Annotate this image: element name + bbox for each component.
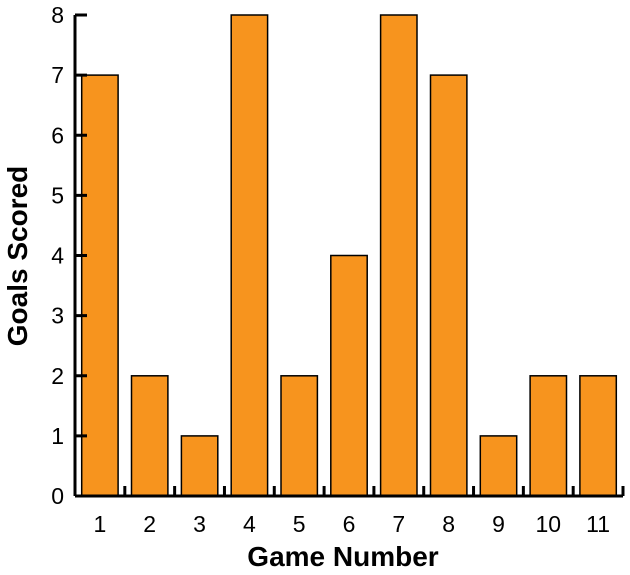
bars-group <box>80 14 618 497</box>
y-tick-label: 7 <box>51 62 64 88</box>
bar-game-1 <box>80 74 119 497</box>
x-tick-label: 1 <box>94 511 107 537</box>
bar-game-11 <box>579 375 618 497</box>
y-tick-label: 4 <box>51 243 64 269</box>
x-tick-label: 9 <box>492 511 505 537</box>
x-tick-label: 6 <box>343 511 356 537</box>
bar-game-9 <box>479 435 518 497</box>
bar-game-2 <box>130 375 169 497</box>
x-tick-labels: 1 2 3 4 5 6 7 8 9 10 11 <box>94 511 611 537</box>
bar-game-6 <box>330 254 368 497</box>
x-tick-label: 8 <box>442 511 455 537</box>
y-tick-label: 8 <box>51 2 64 28</box>
x-tick-label: 2 <box>143 511 156 537</box>
bar-game-8 <box>429 74 468 497</box>
y-axis-title: Goals Scored <box>2 166 33 347</box>
y-tick-labels: 0 1 2 3 4 5 6 7 8 <box>51 2 64 509</box>
y-tick-label: 6 <box>51 122 64 148</box>
x-tick-label: 11 <box>586 511 610 537</box>
bar-game-5 <box>280 375 319 497</box>
y-tick-label: 0 <box>51 483 64 509</box>
y-tick-label: 1 <box>51 423 64 449</box>
x-tick-label: 3 <box>193 511 206 537</box>
x-axis-title: Game Number <box>247 541 438 572</box>
y-tick-label: 3 <box>51 303 64 329</box>
x-tick-label: 5 <box>293 511 306 537</box>
bar-game-7 <box>379 14 418 497</box>
y-tick-label: 5 <box>51 182 64 208</box>
y-tick-label: 2 <box>51 363 64 389</box>
bar-game-10 <box>529 375 568 497</box>
bar-game-4 <box>230 14 269 497</box>
x-tick-label: 7 <box>392 511 405 537</box>
x-tick-label: 10 <box>536 511 562 537</box>
x-tick-label: 4 <box>243 511 256 537</box>
bar-game-3 <box>180 435 219 497</box>
axes-group <box>73 13 625 498</box>
